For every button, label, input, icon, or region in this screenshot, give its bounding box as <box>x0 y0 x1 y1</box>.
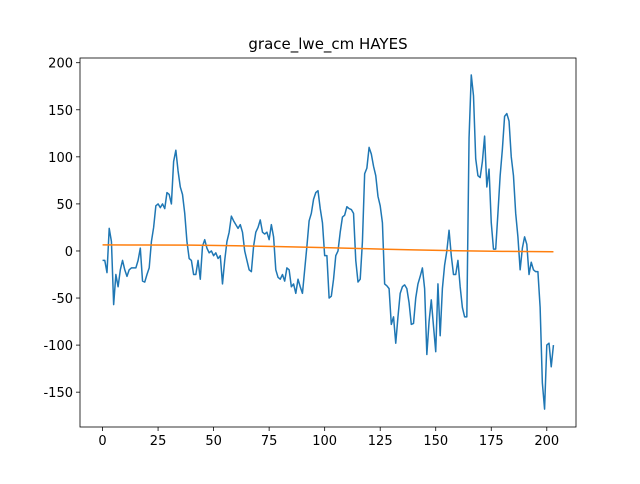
y-tick-label: 0 <box>65 245 73 260</box>
series-line <box>102 244 554 253</box>
y-tick-label: -50 <box>52 292 73 307</box>
x-tick-label: 200 <box>534 434 559 449</box>
x-tick-label: 0 <box>98 434 106 449</box>
x-tick-label: 100 <box>312 434 337 449</box>
x-tick-label: 175 <box>479 434 504 449</box>
x-tick-label: 75 <box>261 434 278 449</box>
y-tick-label: 200 <box>48 57 73 72</box>
x-tick-label: 150 <box>423 434 448 449</box>
y-tick-label: 100 <box>48 151 73 166</box>
chart-title: grace_lwe_cm HAYES <box>248 35 407 54</box>
y-tick-label: -150 <box>43 386 73 401</box>
y-tick-label: 150 <box>48 104 73 119</box>
plot-frame <box>79 57 577 428</box>
y-tick-label: -100 <box>43 339 73 354</box>
x-tick-label: 125 <box>368 434 393 449</box>
x-tick-label: 50 <box>205 434 222 449</box>
x-tick-label: 25 <box>150 434 167 449</box>
series-line <box>102 74 555 410</box>
y-tick-label: 50 <box>56 198 73 213</box>
